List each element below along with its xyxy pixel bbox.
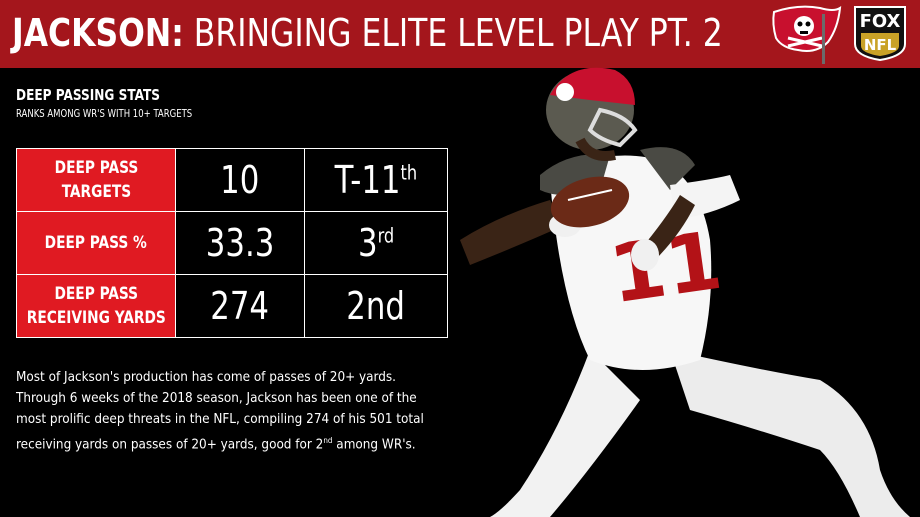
stat-label: DEEP PASS RECEIVING YARDS: [16, 274, 176, 338]
stats-table: DEEP PASS TARGETS 10 T-11th DEEP PASS % 3…: [16, 148, 448, 338]
header-banner: JACKSON: BRINGING ELITE LEVEL PLAY PT. 2…: [0, 0, 920, 68]
nfl-logo-text: NFL: [864, 36, 897, 54]
table-row: DEEP PASS % 33.3 3rd: [16, 211, 448, 275]
player-catching-football-image: 11: [460, 67, 910, 517]
table-row: DEEP PASS TARGETS 10 T-11th: [16, 148, 448, 212]
stat-value: 274: [175, 274, 305, 338]
section-subheading: RANKS AMONG WR'S WITH 10+ TARGETS: [16, 108, 193, 120]
description-paragraph: Most of Jackson's production has come of…: [16, 370, 424, 453]
fox-nfl-shield-icon: FOX NFL: [854, 6, 906, 62]
stat-label: DEEP PASS TARGETS: [16, 148, 176, 212]
stat-rank: T-11th: [304, 148, 448, 212]
stat-rank: 2nd: [304, 274, 448, 338]
buccaneers-flag-icon: [772, 5, 842, 64]
stat-value: 33.3: [175, 211, 305, 275]
table-row: DEEP PASS RECEIVING YARDS 274 2nd: [16, 274, 448, 338]
stat-value: 10: [175, 148, 305, 212]
fox-logo-text: FOX: [860, 11, 901, 32]
section-heading: DEEP PASSING STATS: [16, 86, 160, 104]
stat-rank: 3rd: [304, 211, 448, 275]
page-title: JACKSON: BRINGING ELITE LEVEL PLAY PT. 2: [12, 11, 723, 55]
stat-label: DEEP PASS %: [16, 211, 176, 275]
